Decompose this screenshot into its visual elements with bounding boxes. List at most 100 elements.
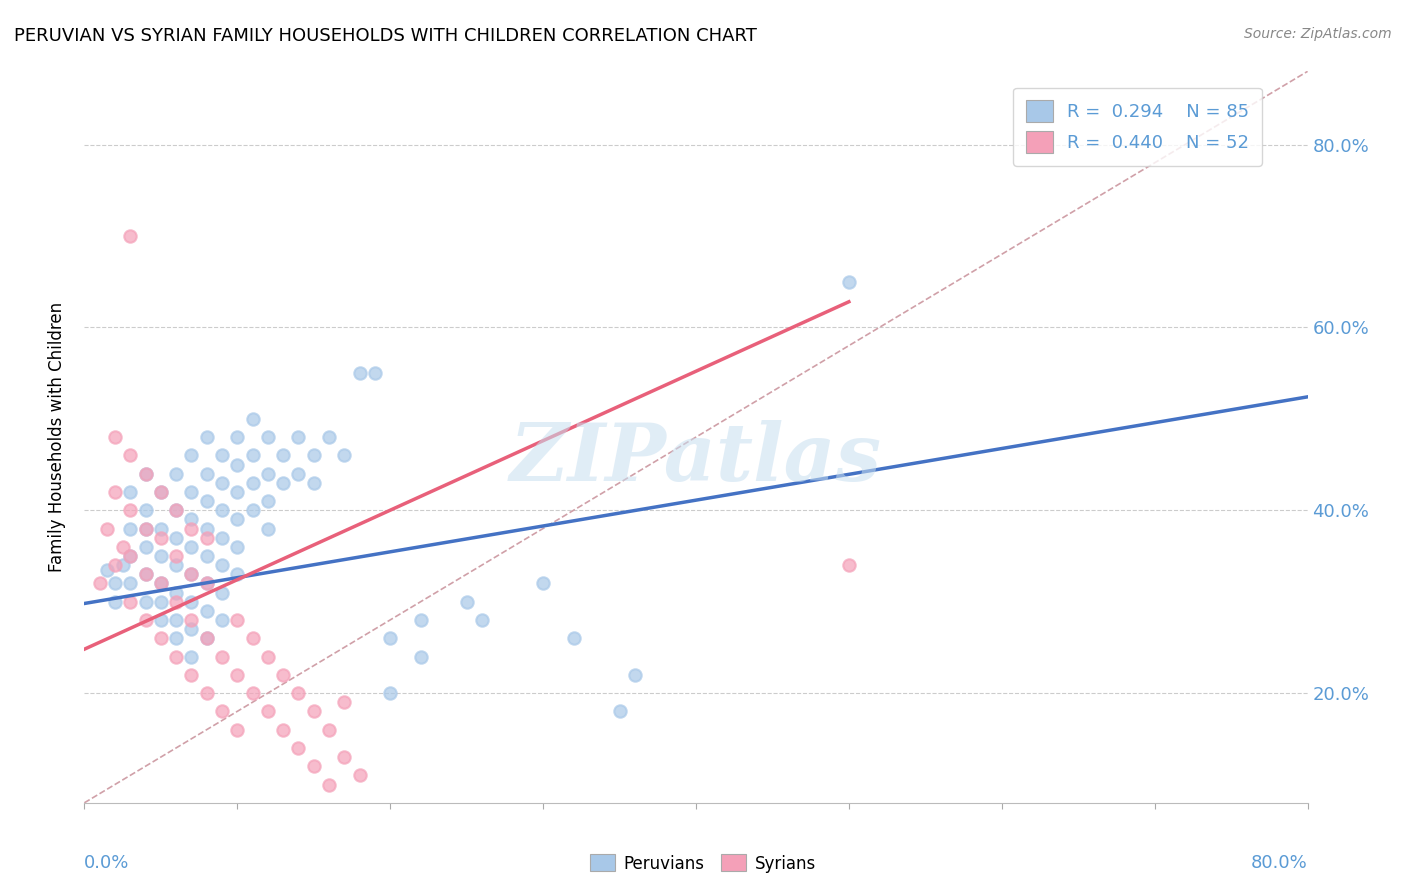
Point: [333, 750, 356, 764]
Point: [120, 485, 142, 500]
Point: [180, 567, 202, 582]
Point: [149, 594, 172, 608]
Point: [180, 521, 202, 535]
Point: [104, 430, 127, 444]
Point: [226, 485, 249, 500]
Point: [135, 540, 157, 554]
Point: [135, 567, 157, 582]
Point: [104, 558, 127, 573]
Point: [120, 503, 142, 517]
Point: [165, 649, 187, 664]
Point: [195, 494, 218, 508]
Point: [104, 485, 127, 500]
Point: [211, 531, 233, 545]
Point: [226, 512, 249, 526]
Point: [149, 576, 172, 591]
Point: [120, 521, 142, 535]
Point: [195, 576, 218, 591]
Point: [471, 613, 494, 627]
Point: [226, 613, 249, 627]
Point: [165, 531, 187, 545]
Point: [180, 567, 202, 582]
Point: [180, 667, 202, 681]
Point: [165, 503, 187, 517]
Point: [318, 778, 340, 792]
Point: [226, 458, 249, 472]
Point: [271, 448, 294, 462]
Point: [180, 594, 202, 608]
Point: [135, 521, 157, 535]
Point: [257, 430, 280, 444]
Point: [165, 632, 187, 646]
Point: [242, 632, 264, 646]
Point: [302, 475, 325, 490]
Point: [120, 594, 142, 608]
Text: ZIPatlas: ZIPatlas: [510, 420, 882, 498]
Point: [111, 558, 134, 573]
Point: [242, 448, 264, 462]
Text: 0.0%: 0.0%: [84, 854, 129, 872]
Text: PERUVIAN VS SYRIAN FAMILY HOUSEHOLDS WITH CHILDREN CORRELATION CHART: PERUVIAN VS SYRIAN FAMILY HOUSEHOLDS WIT…: [14, 27, 756, 45]
Point: [195, 686, 218, 700]
Point: [180, 485, 202, 500]
Point: [409, 649, 432, 664]
Point: [165, 585, 187, 599]
Point: [135, 594, 157, 608]
Point: [120, 448, 142, 462]
Point: [302, 448, 325, 462]
Point: [211, 613, 233, 627]
Point: [195, 467, 218, 481]
Point: [211, 448, 233, 462]
Point: [195, 632, 218, 646]
Point: [195, 604, 218, 618]
Point: [211, 705, 233, 719]
Point: [838, 275, 860, 289]
Point: [149, 576, 172, 591]
Point: [271, 723, 294, 737]
Point: [531, 576, 554, 591]
Point: [111, 540, 134, 554]
Point: [149, 632, 172, 646]
Point: [135, 521, 157, 535]
Point: [180, 448, 202, 462]
Point: [135, 503, 157, 517]
Point: [89, 576, 111, 591]
Y-axis label: Family Households with Children: Family Households with Children: [48, 302, 66, 572]
Point: [120, 549, 142, 563]
Point: [180, 613, 202, 627]
Point: [257, 649, 280, 664]
Point: [149, 613, 172, 627]
Point: [135, 467, 157, 481]
Point: [609, 705, 631, 719]
Point: [104, 594, 127, 608]
Point: [226, 567, 249, 582]
Point: [287, 430, 309, 444]
Point: [226, 540, 249, 554]
Point: [302, 705, 325, 719]
Point: [195, 549, 218, 563]
Point: [96, 563, 118, 577]
Point: [257, 521, 280, 535]
Point: [180, 649, 202, 664]
Point: [165, 558, 187, 573]
Point: [318, 723, 340, 737]
Point: [226, 723, 249, 737]
Point: [302, 759, 325, 773]
Point: [180, 622, 202, 636]
Point: [120, 229, 142, 244]
Point: [180, 540, 202, 554]
Legend: Peruvians, Syrians: Peruvians, Syrians: [583, 847, 823, 880]
Point: [195, 576, 218, 591]
Point: [104, 576, 127, 591]
Point: [287, 740, 309, 755]
Point: [380, 632, 402, 646]
Point: [838, 558, 860, 573]
Point: [349, 768, 371, 782]
Point: [135, 567, 157, 582]
Point: [120, 576, 142, 591]
Point: [211, 558, 233, 573]
Point: [287, 467, 309, 481]
Point: [195, 531, 218, 545]
Point: [211, 475, 233, 490]
Point: [165, 594, 187, 608]
